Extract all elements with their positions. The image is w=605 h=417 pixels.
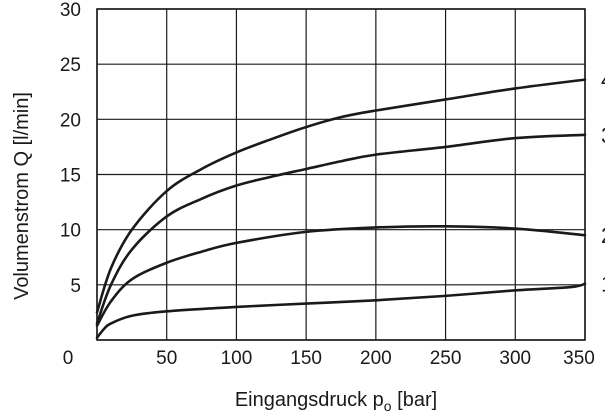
y-tick-label: 20 xyxy=(60,110,81,131)
x-tick-label: 0 xyxy=(63,348,74,369)
series-label-4: 4 xyxy=(601,68,605,93)
x-tick-label: 100 xyxy=(221,348,253,369)
y-tick-label: 30 xyxy=(60,0,81,21)
x-axis-ticks: 0 50 100 150 200 250 300 350 xyxy=(63,348,595,369)
y-tick-label: 15 xyxy=(60,166,81,187)
series-line-2 xyxy=(95,225,587,327)
series-label-2: 2 xyxy=(601,223,605,248)
y-axis-ticks: 5 10 15 20 25 30 xyxy=(60,0,81,297)
series-labels: 4 3 2 1 xyxy=(601,68,605,297)
x-tick-label: 200 xyxy=(360,348,392,369)
series-lines xyxy=(95,78,587,340)
y-tick-label: 5 xyxy=(70,276,81,297)
x-tick-label: 250 xyxy=(430,348,462,369)
series-line-3 xyxy=(95,133,587,325)
x-tick-label: 50 xyxy=(156,348,177,369)
series-line-1 xyxy=(95,282,587,340)
x-axis-label: Eingangsdruck po [bar] xyxy=(235,389,437,414)
series-label-3: 3 xyxy=(601,123,605,148)
y-tick-label: 10 xyxy=(60,221,81,242)
x-tick-label: 150 xyxy=(290,348,322,369)
x-tick-label: 350 xyxy=(563,348,595,369)
grid xyxy=(96,8,586,341)
series-label-1: 1 xyxy=(601,272,605,297)
y-axis-label: Volumenstrom Q [l/min] xyxy=(11,92,33,300)
series-line-4 xyxy=(95,78,587,314)
plot-frame xyxy=(96,8,586,341)
y-tick-label: 25 xyxy=(60,55,81,76)
x-tick-label: 300 xyxy=(499,348,531,369)
